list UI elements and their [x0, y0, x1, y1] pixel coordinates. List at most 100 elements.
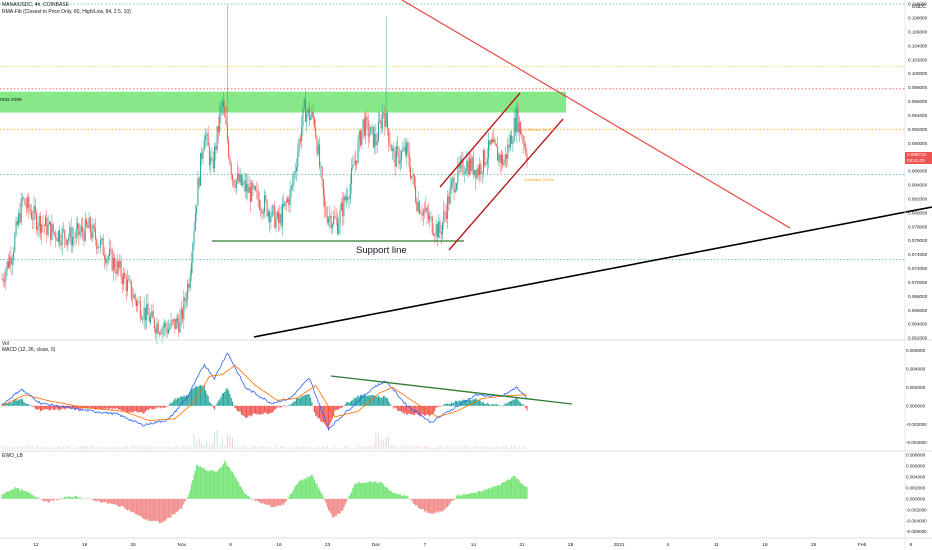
macd-histogram-bar	[400, 405, 403, 412]
candle-body	[13, 251, 15, 260]
macd-histogram-bar	[181, 396, 184, 406]
indicator-title[interactable]: RMA-Fib (Closest to Price Only, 60, High…	[2, 9, 131, 15]
candle-body	[371, 126, 373, 128]
macd-histogram-bar	[450, 402, 453, 406]
macd-histogram-bar	[299, 397, 301, 406]
time-tick-label: 4	[666, 542, 669, 548]
volume-bar	[278, 447, 280, 449]
ewo-histogram-bar	[290, 493, 292, 499]
candle-body	[290, 186, 292, 190]
candle-body	[33, 206, 35, 220]
ewo-histogram-bar	[176, 498, 179, 512]
ewo-histogram-bar	[71, 496, 74, 499]
macd-histogram-bar	[24, 402, 26, 406]
macd-histogram-bar	[467, 400, 469, 406]
macd-histogram-bar	[367, 395, 369, 406]
ascending-support-trendline[interactable]	[253, 206, 932, 338]
macd-histogram-bar	[44, 405, 47, 409]
candle-body	[247, 183, 249, 193]
ewo-histogram-bar	[304, 479, 307, 499]
macd-histogram-bar	[422, 405, 424, 415]
ewo-histogram-bar	[65, 496, 67, 499]
ewo-histogram-bar	[262, 498, 264, 504]
candle-body	[32, 218, 34, 220]
macd-histogram-bar	[231, 401, 234, 406]
ewo-histogram-bar	[507, 479, 509, 499]
macd-histogram-bar	[408, 405, 410, 414]
descending-resistance-trendline[interactable]	[401, 0, 791, 229]
candle-countdown: 03:41:03	[905, 158, 932, 164]
candle-body	[105, 259, 107, 264]
ewo-legend[interactable]: EWO_LB	[2, 453, 23, 459]
candle-body	[180, 309, 182, 317]
ewo-histogram-bar	[230, 471, 232, 499]
macd-histogram-bar	[304, 394, 307, 406]
macd-histogram-bar	[151, 405, 153, 410]
macd-divergence-trendline[interactable]	[330, 375, 573, 405]
macd-histogram-bar	[496, 404, 499, 406]
ewo-histogram-bar	[342, 498, 344, 511]
ewo-histogram-bar	[464, 495, 467, 499]
candle-body	[73, 237, 75, 238]
ewo-histogram-bar	[157, 498, 159, 522]
volume-bar	[14, 447, 16, 449]
volume-bar	[385, 436, 387, 449]
candle-body	[427, 213, 429, 220]
candle-body	[175, 318, 177, 329]
candle-body	[30, 212, 32, 219]
candle-body	[107, 256, 109, 258]
ewo-histogram-bar	[185, 498, 187, 500]
macd-histogram-bar	[482, 402, 485, 406]
candle-body	[381, 114, 383, 129]
resistance-zone[interactable]	[0, 91, 566, 113]
channel-upper-line[interactable]	[439, 92, 521, 188]
channel-lower-line[interactable]	[448, 118, 564, 251]
ewo-histogram-bar	[521, 484, 523, 499]
candle-body	[420, 213, 422, 214]
volume-bar	[42, 447, 44, 449]
macd-histogram-bar	[18, 399, 20, 406]
candle-body	[60, 242, 62, 246]
volume-bar	[183, 445, 185, 449]
candle-body	[156, 323, 158, 334]
volume-bar	[431, 447, 433, 449]
macd-histogram-bar	[60, 405, 62, 410]
candle-body	[198, 178, 200, 186]
macd-histogram-bar	[468, 399, 470, 406]
macd-histogram-bar	[340, 405, 342, 408]
ewo-histogram-bar	[51, 498, 53, 500]
symbol-title[interactable]: MANA/USDC, 4h, COINBASE	[2, 2, 69, 8]
candle-body	[486, 158, 488, 164]
ewo-histogram-bar	[500, 483, 502, 499]
ewo-histogram-bar	[119, 498, 121, 507]
candle-body	[14, 234, 16, 252]
ewo-histogram-bar	[439, 498, 441, 511]
candle-body	[71, 237, 73, 246]
price-tick-label: 0.102000	[908, 57, 928, 62]
macd-legend[interactable]: MACD (12, 26, close, 9)	[2, 347, 56, 353]
ewo-histogram-bar	[179, 498, 181, 509]
macd-histogram-bar	[448, 404, 450, 406]
candle-body	[340, 202, 342, 210]
ewo-histogram-bar	[207, 470, 209, 499]
ewo-histogram-bar	[447, 498, 449, 507]
ewo-histogram-bar	[307, 477, 309, 499]
ewo-histogram-bar	[16, 488, 18, 499]
ewo-histogram-bar	[475, 492, 477, 499]
ewo-histogram-bar	[19, 490, 21, 499]
ewo-histogram-bar	[395, 493, 397, 499]
macd-histogram-bar	[459, 401, 461, 406]
ewo-histogram-bar	[79, 496, 81, 499]
volume-legend[interactable]: Vol	[2, 341, 9, 347]
ewo-histogram-group	[1, 460, 528, 524]
macd-histogram-bar	[170, 402, 172, 406]
macd-histogram-bar	[290, 403, 292, 406]
volume-bar	[513, 445, 515, 449]
ewo-histogram-bar	[188, 493, 190, 499]
candle-body	[457, 164, 459, 184]
ewo-histogram-bar	[352, 488, 354, 499]
macd-histogram-bar	[92, 405, 94, 408]
candle-body	[301, 126, 303, 142]
ewo-tick-label: -0.004000	[906, 518, 927, 523]
candle-body	[479, 164, 481, 176]
